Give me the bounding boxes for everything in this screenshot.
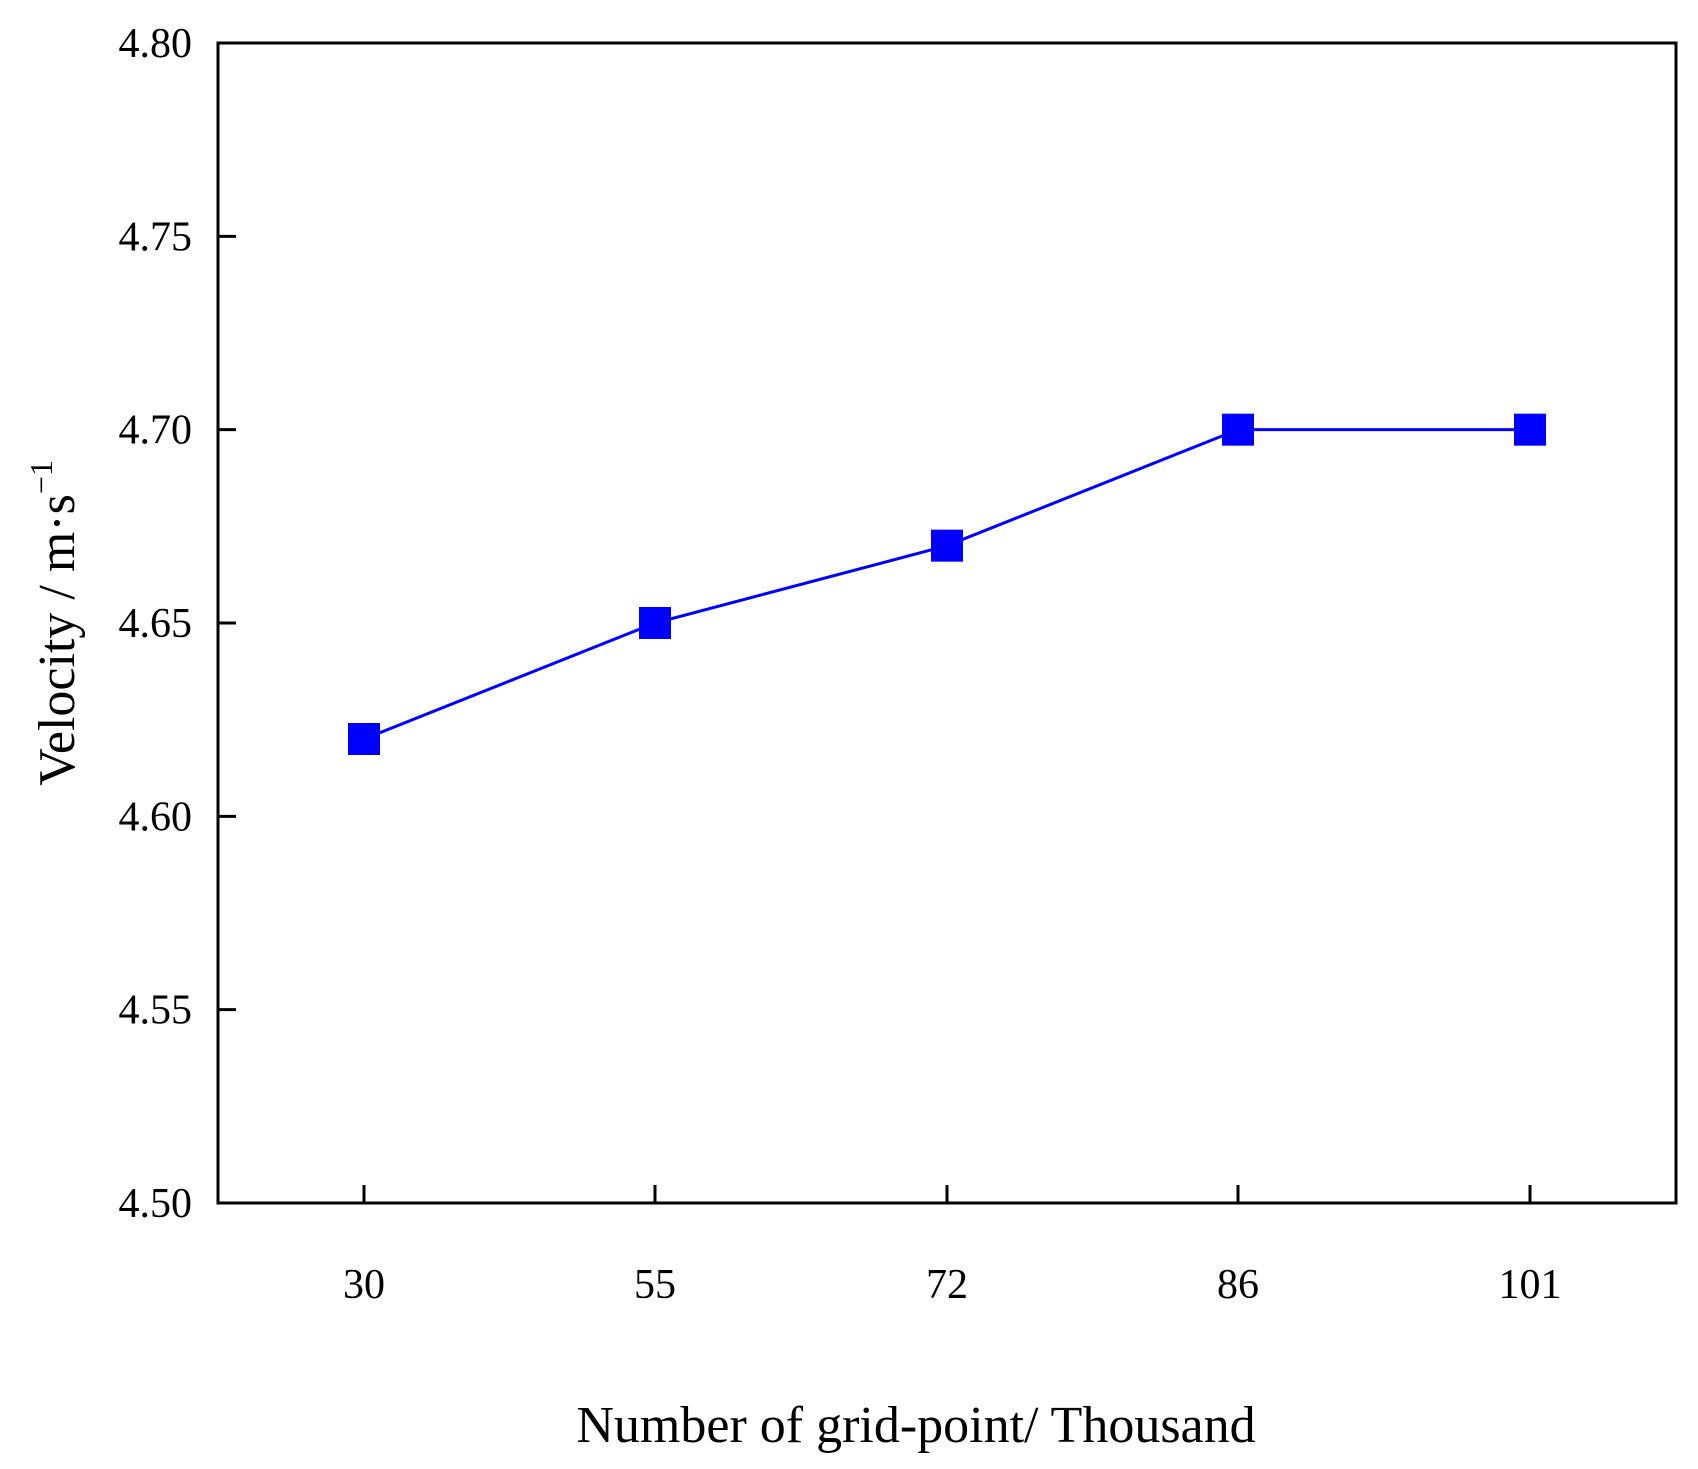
x-axis: 30 55 72 86 101 [343, 1185, 1562, 1308]
plot-frame [216, 41, 1678, 1205]
data-point-marker [931, 529, 963, 562]
data-point-marker [1514, 413, 1546, 446]
x-tick-label: 86 [1217, 1262, 1259, 1308]
y-tick-label: 4.80 [119, 21, 193, 67]
x-axis-title: Number of grid-point/ Thousand [576, 1397, 1255, 1454]
y-tick-label: 4.70 [119, 408, 193, 454]
y-tick-label: 4.60 [119, 794, 193, 840]
y-axis: 4.50 4.55 4.60 4.65 4.70 4.75 4.80 [119, 21, 236, 1227]
x-tick-label: 30 [343, 1262, 385, 1308]
x-tick-label: 72 [926, 1262, 968, 1308]
y-axis-title-superscript: −1 [23, 460, 59, 494]
series-layer [348, 413, 1546, 755]
y-tick-label: 4.75 [119, 214, 193, 260]
y-axis-title-main: Velocity / m·s [29, 494, 86, 786]
y-tick-label: 4.55 [119, 988, 193, 1034]
data-point-marker [348, 723, 380, 755]
x-tick-label: 101 [1499, 1262, 1562, 1308]
data-point-marker [639, 607, 671, 639]
y-tick-label: 4.65 [119, 601, 193, 647]
y-axis-title: Velocity / m·s−1 [23, 460, 86, 786]
x-tick-label: 55 [634, 1262, 676, 1308]
series-line [363, 428, 1530, 741]
y-tick-label: 4.50 [119, 1181, 193, 1227]
data-point-marker [1222, 413, 1254, 446]
